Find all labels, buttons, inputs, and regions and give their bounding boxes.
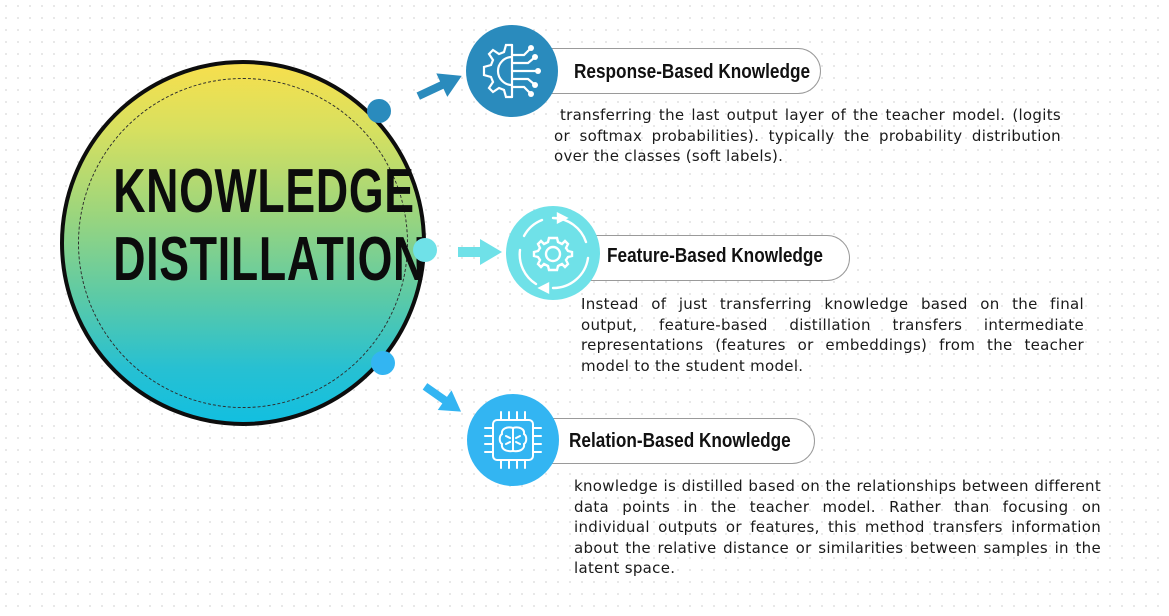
pill-response xyxy=(508,48,821,94)
desc-relation: knowledge is distilled based on the rela… xyxy=(574,476,1101,579)
label-response: Response-Based Knowledge xyxy=(574,61,811,83)
title-line-1: KNOWLEDGE xyxy=(113,157,415,226)
desc-relation-text: knowledge is distilled based on the rela… xyxy=(574,477,1101,577)
label-relation: Relation-Based Knowledge xyxy=(569,430,791,452)
brain-chip-icon xyxy=(484,411,542,469)
inner-dashed-ring xyxy=(78,78,408,408)
icon-circle-feature xyxy=(506,206,600,300)
main-title: KNOWLEDGE DISTILLATION xyxy=(113,157,427,294)
pill-relation xyxy=(508,418,815,464)
desc-feature-text: Instead of just transferring knowledge b… xyxy=(581,295,1084,375)
connector-dot-relation xyxy=(371,351,395,375)
arrow-response xyxy=(416,73,462,100)
desc-feature: Instead of just transferring knowledge b… xyxy=(581,294,1084,376)
gear-cycle-icon xyxy=(518,212,590,294)
desc-response: transferring the last output layer of th… xyxy=(554,105,1061,167)
title-line-2: DISTILLATION xyxy=(113,225,427,294)
icon-circle-response xyxy=(466,25,558,117)
desc-response-text: transferring the last output layer of th… xyxy=(554,106,1061,165)
label-feature: Feature-Based Knowledge xyxy=(607,245,824,267)
arrow-relation xyxy=(422,383,462,412)
icon-circle-relation xyxy=(467,394,559,486)
connector-dot-response xyxy=(367,99,391,123)
arrow-feature xyxy=(458,239,502,265)
connector-dot-feature xyxy=(413,238,437,262)
gear-circuit-icon xyxy=(482,43,541,99)
